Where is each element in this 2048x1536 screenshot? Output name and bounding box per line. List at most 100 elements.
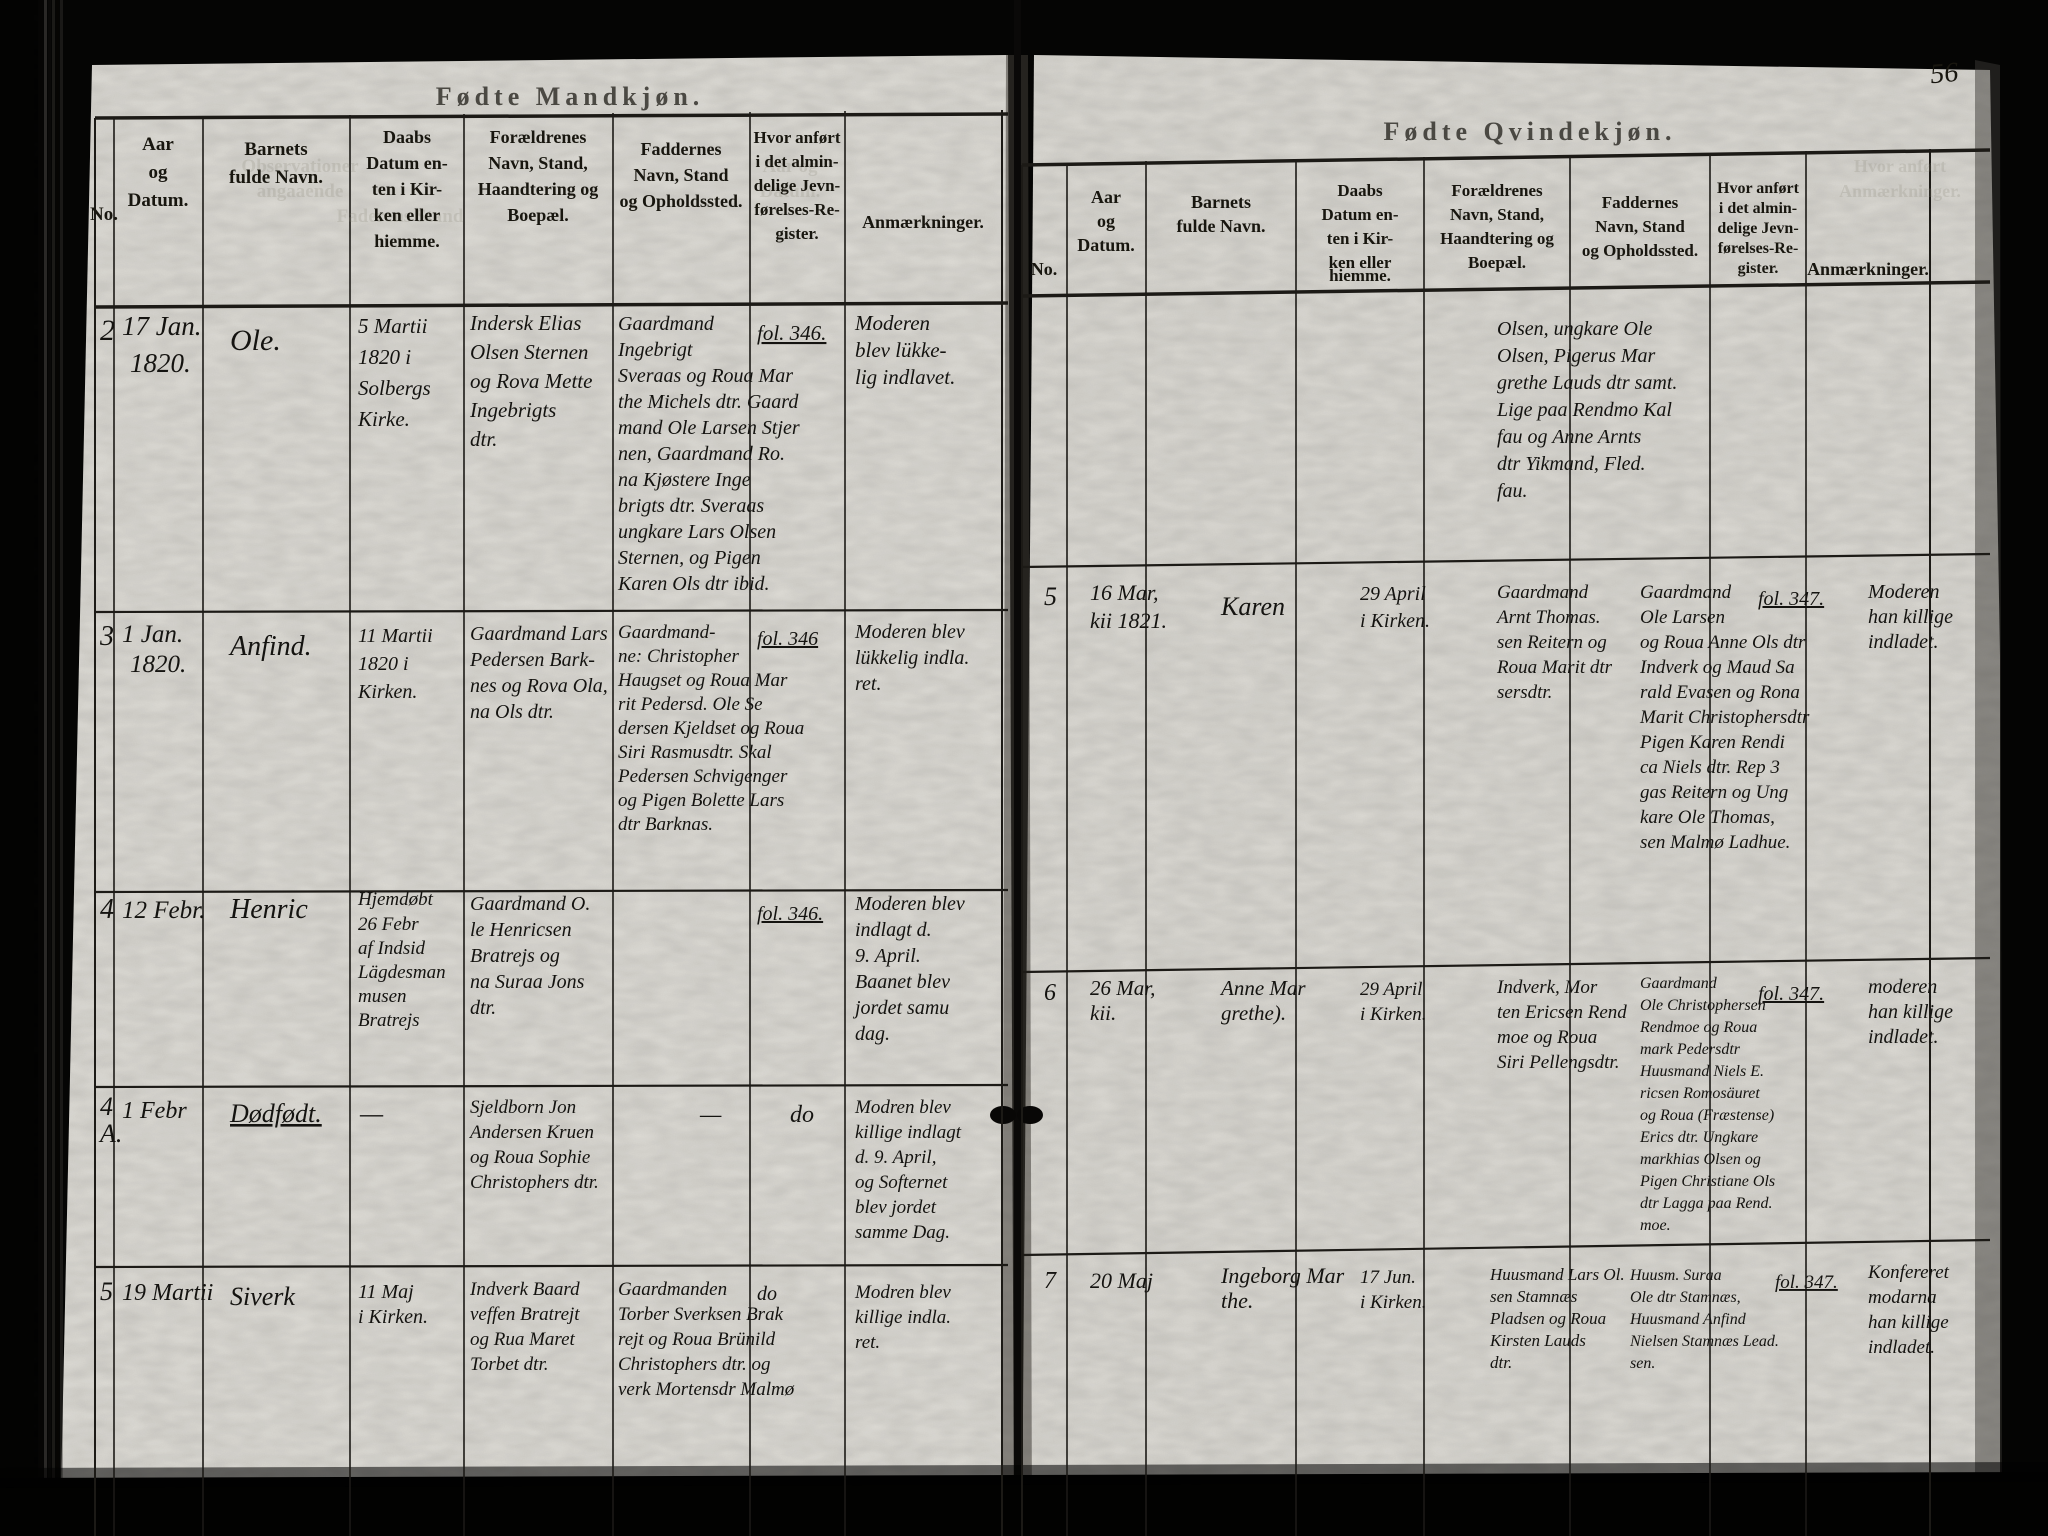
svg-text:Gaardmanden: Gaardmanden xyxy=(618,1279,727,1300)
svg-text:moderen: moderen xyxy=(1868,976,1937,998)
svg-text:førelses-Re-: førelses-Re- xyxy=(1718,240,1799,257)
svg-text:Anmærkninger.: Anmærkninger. xyxy=(1807,259,1929,279)
svg-text:dtr Barknas.: dtr Barknas. xyxy=(618,814,713,835)
svg-text:og Rova Mette: og Rova Mette xyxy=(470,369,592,393)
svg-text:dtr.: dtr. xyxy=(470,427,497,451)
svg-text:killige indla.: killige indla. xyxy=(855,1307,951,1328)
svg-text:Moderen: Moderen xyxy=(854,311,930,335)
svg-text:Datum en-: Datum en- xyxy=(1322,205,1399,224)
svg-text:2: 2 xyxy=(100,314,115,347)
svg-text:do: do xyxy=(790,1102,814,1128)
svg-text:Gaardmand: Gaardmand xyxy=(1640,975,1718,992)
svg-text:Huusmand Anfind: Huusmand Anfind xyxy=(1629,1311,1747,1328)
svg-text:og Roua (Fræstense): og Roua (Fræstense) xyxy=(1640,1107,1774,1124)
svg-text:dtr Lagga paa Rend.: dtr Lagga paa Rend. xyxy=(1640,1195,1772,1212)
svg-text:ne: Christopher: ne: Christopher xyxy=(618,646,739,667)
svg-text:fol. 346.: fol. 346. xyxy=(757,903,823,925)
svg-text:Fødte Mandkjøn.: Fødte Mandkjøn. xyxy=(436,82,705,111)
svg-text:Gaardmand: Gaardmand xyxy=(618,313,715,335)
svg-text:Navn, Stand,: Navn, Stand, xyxy=(488,153,588,173)
svg-text:No.: No. xyxy=(90,204,118,225)
svg-text:Torbet dtr.: Torbet dtr. xyxy=(470,1354,549,1375)
svg-text:i Kirken.: i Kirken. xyxy=(1360,1004,1427,1025)
svg-text:og Opholdssted.: og Opholdssted. xyxy=(1582,241,1698,260)
svg-text:Gaardmand-: Gaardmand- xyxy=(618,622,715,643)
svg-text:Siri Pellengsdtr.: Siri Pellengsdtr. xyxy=(1497,1052,1619,1073)
svg-text:førelses-Re-: førelses-Re- xyxy=(754,200,840,219)
svg-text:dersen Kjeldset og Roua: dersen Kjeldset og Roua xyxy=(618,718,804,739)
svg-text:og Opholdssted.: og Opholdssted. xyxy=(619,191,742,211)
svg-text:blev lükke-: blev lükke- xyxy=(855,338,947,362)
svg-text:Hvor anført: Hvor anført xyxy=(1854,156,1946,176)
svg-text:i Kirken.: i Kirken. xyxy=(358,1306,428,1328)
svg-text:rejt og Roua Brünild: rejt og Roua Brünild xyxy=(618,1329,776,1350)
svg-text:lig indlavet.: lig indlavet. xyxy=(855,365,955,389)
svg-text:Baanet blev: Baanet blev xyxy=(855,971,950,993)
svg-text:Anmærkninger.: Anmærkninger. xyxy=(862,212,984,232)
svg-text:—: — xyxy=(699,1102,722,1128)
svg-text:Gaardmand: Gaardmand xyxy=(1497,582,1589,603)
svg-text:af Indsid: af Indsid xyxy=(358,938,426,959)
svg-text:11 Maj: 11 Maj xyxy=(358,1281,414,1303)
svg-text:Aar: Aar xyxy=(1091,187,1121,207)
svg-text:fol. 347.: fol. 347. xyxy=(1775,1272,1838,1293)
svg-text:kare Ole Thomas,: kare Ole Thomas, xyxy=(1640,807,1775,828)
svg-text:markhias Olsen og: markhias Olsen og xyxy=(1640,1151,1761,1168)
svg-text:han killige: han killige xyxy=(1868,1001,1953,1023)
svg-text:Christophers dtr.: Christophers dtr. xyxy=(470,1172,599,1193)
svg-text:i Kirken.: i Kirken. xyxy=(1360,610,1430,632)
svg-text:Aar: Aar xyxy=(142,134,174,155)
svg-text:Sternen, og Pigen: Sternen, og Pigen xyxy=(618,547,761,569)
svg-text:6: 6 xyxy=(1044,980,1056,1006)
svg-text:Forældrenes: Forældrenes xyxy=(1451,181,1543,200)
svg-text:Boepæl.: Boepæl. xyxy=(1468,253,1526,272)
svg-text:Barnets: Barnets xyxy=(244,139,307,160)
svg-text:mand Ole Larsen Stjer: mand Ole Larsen Stjer xyxy=(618,417,800,439)
svg-text:ret.: ret. xyxy=(855,1332,880,1353)
svg-text:sen.: sen. xyxy=(1630,1355,1655,1372)
svg-text:sen Malmø Ladhue.: sen Malmø Ladhue. xyxy=(1640,832,1790,853)
svg-text:dtr.: dtr. xyxy=(1490,1353,1512,1372)
svg-text:sen Reitern og: sen Reitern og xyxy=(1497,632,1607,653)
svg-text:Rendmoe og Roua: Rendmoe og Roua xyxy=(1639,1019,1757,1036)
svg-text:Forældrenes: Forældrenes xyxy=(490,127,587,147)
svg-text:fol. 347.: fol. 347. xyxy=(1758,983,1824,1005)
svg-text:ca Niels dtr. Rep 3: ca Niels dtr. Rep 3 xyxy=(1640,757,1780,778)
svg-text:Boepæl.: Boepæl. xyxy=(507,205,569,225)
svg-text:Daabs: Daabs xyxy=(1337,181,1383,200)
svg-text:indladet.: indladet. xyxy=(1868,631,1939,653)
svg-text:killige indlagt: killige indlagt xyxy=(855,1122,962,1143)
svg-text:ricsen Romosäuret: ricsen Romosäuret xyxy=(1640,1085,1760,1102)
svg-text:sersdtr.: sersdtr. xyxy=(1497,682,1552,703)
svg-text:i det almin-: i det almin- xyxy=(755,152,838,171)
svg-text:Daabs: Daabs xyxy=(383,127,431,147)
svg-text:Dødfødt.: Dødfødt. xyxy=(229,1099,322,1128)
svg-text:og Roua Sophie: og Roua Sophie xyxy=(470,1147,590,1168)
svg-text:moe og Roua: moe og Roua xyxy=(1497,1027,1597,1048)
svg-text:do: do xyxy=(757,1283,777,1305)
svg-text:fau.: fau. xyxy=(1497,480,1528,502)
svg-text:3: 3 xyxy=(99,621,114,652)
svg-text:samme Dag.: samme Dag. xyxy=(855,1222,950,1243)
svg-text:17 Jan.: 17 Jan. xyxy=(122,311,201,341)
svg-text:5 Martii: 5 Martii xyxy=(358,314,428,338)
svg-text:Moderen blev: Moderen blev xyxy=(854,621,965,643)
svg-text:26 Mar,: 26 Mar, xyxy=(1090,976,1155,1000)
svg-text:hiemme.: hiemme. xyxy=(374,231,439,251)
svg-text:rit Pedersd. Ole Se: rit Pedersd. Ole Se xyxy=(618,694,763,715)
svg-text:og Rua Maret: og Rua Maret xyxy=(470,1329,576,1350)
svg-text:Haugset og Roua Mar: Haugset og Roua Mar xyxy=(617,670,788,691)
svg-text:Lägdesman: Lägdesman xyxy=(357,962,446,983)
svg-text:Bratrejs: Bratrejs xyxy=(358,1010,420,1031)
svg-text:Olsen, Pigerus Mar: Olsen, Pigerus Mar xyxy=(1497,345,1656,367)
svg-text:—: — xyxy=(359,1099,384,1128)
svg-text:Indverk og Maud Sa: Indverk og Maud Sa xyxy=(1639,657,1795,678)
svg-text:the.: the. xyxy=(1221,1288,1253,1313)
svg-text:kii.: kii. xyxy=(1090,1001,1116,1025)
svg-text:han killige: han killige xyxy=(1868,1312,1949,1333)
svg-text:fol. 347.: fol. 347. xyxy=(1758,588,1824,610)
svg-text:fulde Navn.: fulde Navn. xyxy=(229,167,323,188)
svg-text:Sveraas og Roua Mar: Sveraas og Roua Mar xyxy=(618,365,793,387)
svg-text:ungkare Lars Olsen: ungkare Lars Olsen xyxy=(618,521,776,543)
svg-text:ten i Kir-: ten i Kir- xyxy=(1327,229,1394,248)
